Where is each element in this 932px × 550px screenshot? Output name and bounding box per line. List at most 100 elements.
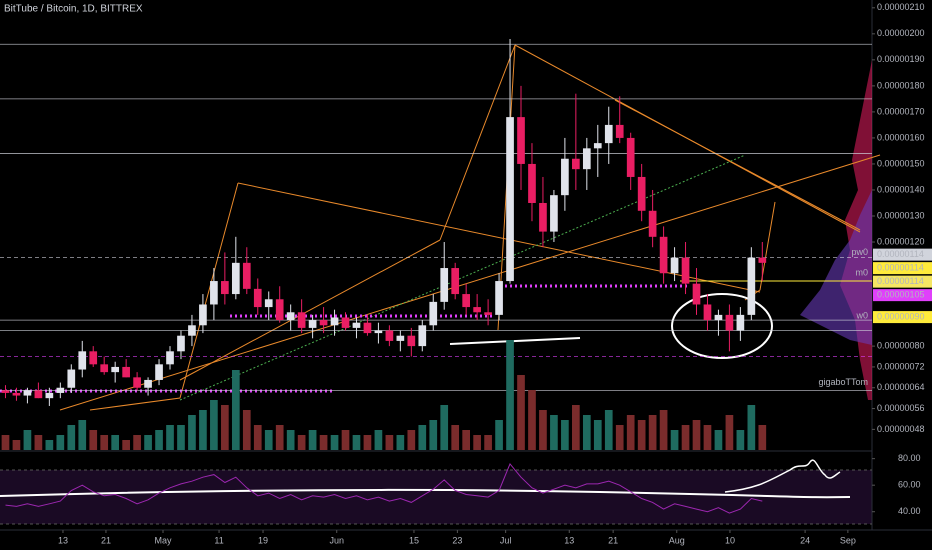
candle-body <box>297 312 306 328</box>
candle-body <box>385 330 394 341</box>
candle-body <box>1 390 10 393</box>
candle-body <box>736 314 745 331</box>
hand-drawn-line <box>0 488 851 499</box>
candle-body <box>462 294 471 308</box>
level-label: m0 <box>855 268 868 278</box>
y-tick-label: 0.00000080 <box>877 340 925 350</box>
volume-bar <box>593 420 602 450</box>
volume-bar <box>144 435 152 450</box>
candle-body <box>133 377 141 388</box>
volume-bar <box>242 410 251 450</box>
y-tick-label: 0.00000072 <box>877 361 925 371</box>
hand-drawn-scribble <box>724 459 841 493</box>
x-tick-label: 15 <box>409 535 419 545</box>
volume-bar <box>615 425 624 450</box>
y-tick-label: 0.00000140 <box>877 184 925 194</box>
volume-bar <box>23 430 32 450</box>
candle-body <box>615 124 624 138</box>
volume-profile <box>800 190 872 345</box>
volume-bar <box>352 435 361 450</box>
volume-bar <box>286 430 295 450</box>
volume-bar <box>429 420 438 450</box>
candle-body <box>692 283 701 305</box>
volume-bar <box>275 425 284 450</box>
x-tick-label: 21 <box>608 535 618 545</box>
volume-bar <box>308 430 317 450</box>
candle-body <box>188 325 196 336</box>
volume-bar <box>528 390 536 450</box>
hand-drawn-line <box>449 337 581 345</box>
price-badge <box>873 289 932 302</box>
candle-body <box>747 257 756 315</box>
candle-body <box>670 257 679 274</box>
trendline <box>179 154 746 401</box>
x-tick-label: 10 <box>725 535 735 545</box>
volume-bar <box>484 435 492 450</box>
level-label: pw0 <box>851 247 868 257</box>
candle-body <box>604 124 613 144</box>
candle-body <box>308 320 317 328</box>
volume-bar <box>231 370 240 450</box>
candle-body <box>177 335 185 352</box>
candle-body <box>517 117 525 164</box>
volume-bar <box>714 430 723 450</box>
volume-bar <box>604 410 613 450</box>
x-tick-label: 19 <box>258 535 268 545</box>
candle-body <box>593 143 602 149</box>
x-tick-label: 23 <box>452 535 462 545</box>
candle-body <box>34 390 43 399</box>
candle-body <box>648 210 657 237</box>
candle-body <box>561 158 569 196</box>
volume-bar <box>111 435 120 450</box>
volume-bar <box>45 440 54 450</box>
volume-bar <box>539 410 547 450</box>
volume-bar <box>1 435 10 450</box>
candle-body <box>528 163 536 203</box>
candle-body <box>473 307 481 313</box>
rsi-tick-label: 80.00 <box>898 453 921 463</box>
candle-body <box>122 366 130 378</box>
volume-bar <box>473 435 481 450</box>
volume-bar <box>550 415 558 450</box>
price-badge <box>873 275 932 288</box>
x-tick-label: 13 <box>58 535 68 545</box>
candle-body <box>626 137 635 177</box>
candle-body <box>714 314 723 321</box>
x-tick-label: Jun <box>329 535 344 545</box>
y-tick-label: 0.00000064 <box>877 382 925 392</box>
x-tick-label: 21 <box>101 535 111 545</box>
volume-bar <box>67 425 76 450</box>
price-badge-label: 0.00000114 <box>877 276 924 286</box>
candle-body <box>155 364 163 380</box>
y-tick-label: 0.00000048 <box>877 424 925 434</box>
candle-body <box>231 262 240 295</box>
volume-bar <box>155 430 163 450</box>
volume-bar <box>637 420 646 450</box>
candle-body <box>506 117 514 282</box>
volume-bar <box>561 420 569 450</box>
volume-bar <box>341 430 350 450</box>
trendline <box>237 182 761 293</box>
volume-bar <box>133 435 141 450</box>
candle-body <box>264 299 273 308</box>
x-tick-label: 13 <box>564 535 574 545</box>
candle-body <box>484 312 492 315</box>
x-tick-label: Aug <box>669 535 685 545</box>
candle-body <box>440 268 449 302</box>
candle-body <box>495 281 503 315</box>
rsi-tick-label: 60.00 <box>898 480 921 490</box>
volume-bar <box>572 405 580 450</box>
volume-bar <box>703 425 712 450</box>
y-tick-label: 0.00000170 <box>877 106 925 116</box>
y-tick-label: 0.00000200 <box>877 28 925 38</box>
candle-body <box>199 304 207 326</box>
volume-bar <box>374 430 383 450</box>
volume-bar <box>210 400 218 450</box>
volume-bar <box>166 425 174 450</box>
x-tick-label: 24 <box>800 535 810 545</box>
candle-body <box>319 320 328 326</box>
volume-bar <box>582 415 591 450</box>
volume-bar <box>758 425 767 450</box>
candle-body <box>659 236 668 274</box>
volume-bar <box>725 415 734 450</box>
